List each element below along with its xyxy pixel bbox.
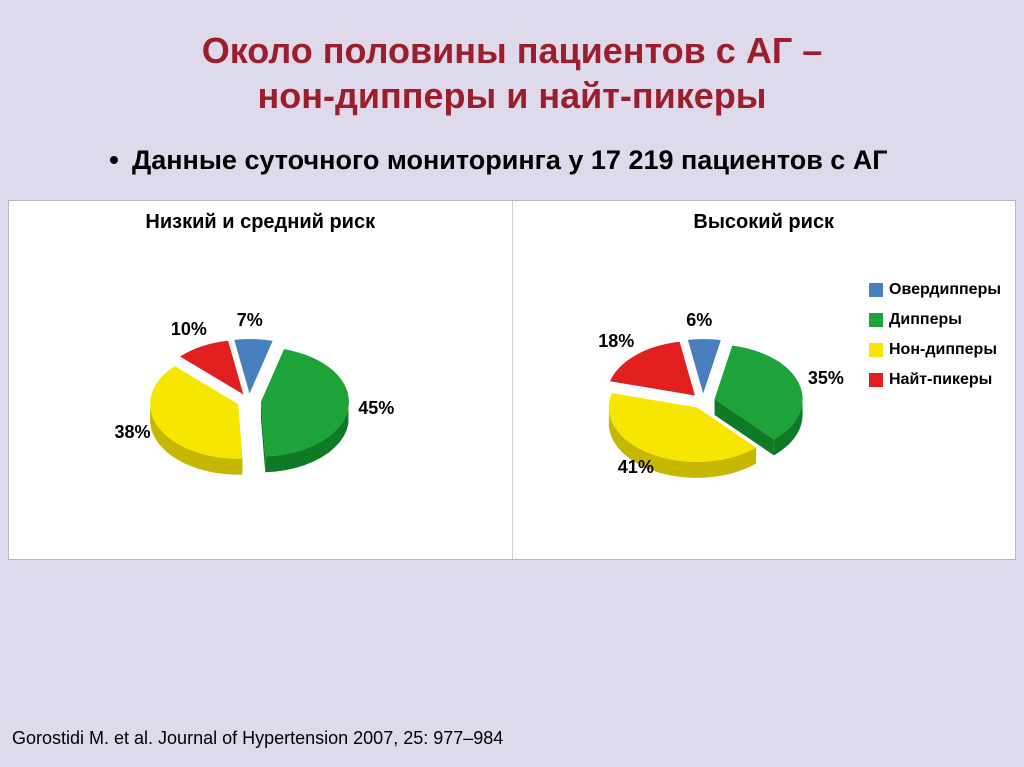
bullet-block: Данные суточного мониторинга у 17 219 па… bbox=[0, 128, 1024, 200]
bullet-text: Данные суточного мониторинга у 17 219 па… bbox=[132, 142, 924, 178]
bullet-row: Данные суточного мониторинга у 17 219 па… bbox=[110, 142, 924, 178]
bullet-dot-icon bbox=[110, 156, 118, 164]
slice-label-nondippers: 38% bbox=[114, 422, 150, 443]
legend-label-dippers: Дипперы bbox=[889, 311, 962, 329]
slice-label-dippers: 45% bbox=[358, 398, 394, 419]
slice-label-overdippers: 7% bbox=[237, 310, 263, 331]
chart-left-title: Низкий и средний риск bbox=[9, 201, 512, 234]
legend-swatch-dippers bbox=[869, 313, 883, 327]
legend-swatch-overdippers bbox=[869, 283, 883, 297]
pie-slice-dippers bbox=[714, 346, 802, 440]
legend-item-nightpeakers: Найт-пикеры bbox=[869, 371, 1001, 389]
legend-label-nightpeakers: Найт-пикеры bbox=[889, 371, 992, 389]
slice-label-overdippers: 6% bbox=[686, 310, 712, 331]
title-line-2: нон-дипперы и найт-пикеры bbox=[258, 75, 767, 116]
slice-label-dippers: 35% bbox=[808, 368, 844, 389]
legend-item-overdippers: Овердипперы bbox=[869, 281, 1001, 299]
legend-label-nondippers: Нон-дипперы bbox=[889, 341, 997, 359]
slice-label-nightpeakers: 10% bbox=[171, 319, 207, 340]
legend-item-dippers: Дипперы bbox=[869, 311, 1001, 329]
legend-label-overdippers: Овердипперы bbox=[889, 281, 1001, 299]
title-line-1: Около половины пациентов с АГ – bbox=[202, 30, 823, 71]
slice-label-nondippers: 41% bbox=[618, 457, 654, 478]
pie-slice-overdippers bbox=[687, 339, 720, 394]
slide-title: Около половины пациентов с АГ – нон-дипп… bbox=[0, 0, 1024, 128]
chart-panel: Низкий и средний риск 7%45%38%10% Высоки… bbox=[8, 200, 1016, 560]
chart-right: Высокий риск 6% 35% 41% 18% Овердипперы Дипп… bbox=[513, 201, 1016, 559]
legend: Овердипперы Дипперы Нон-дипперы Найт-пикеры bbox=[869, 281, 1001, 389]
legend-item-nondippers: Нон-дипперы bbox=[869, 341, 1001, 359]
slice-label-nightpeakers: 18% bbox=[598, 331, 634, 352]
legend-swatch-nondippers bbox=[869, 343, 883, 357]
chart-left: Низкий и средний риск 7%45%38%10% bbox=[9, 201, 513, 559]
chart-right-title: Высокий риск bbox=[513, 201, 1016, 234]
citation: Gorostidi M. et al. Journal of Hypertens… bbox=[12, 728, 503, 749]
legend-swatch-nightpeakers bbox=[869, 373, 883, 387]
pie-right: 6%35%41%18% bbox=[593, 291, 813, 511]
pie-left: 7%45%38%10% bbox=[139, 291, 359, 511]
